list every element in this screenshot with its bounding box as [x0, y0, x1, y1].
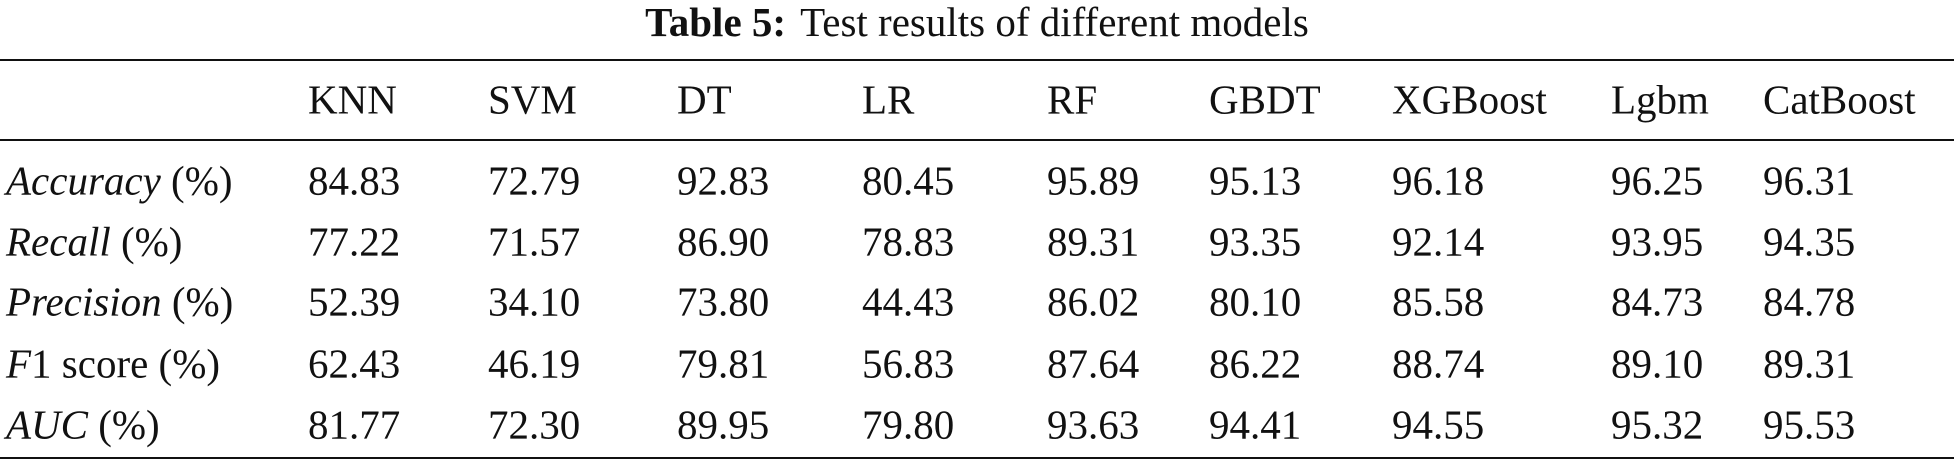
column-header: CatBoost — [1763, 76, 1916, 123]
row-label-italic: Precision — [6, 278, 162, 325]
cell: 84.78 — [1763, 278, 1856, 325]
row-label-italic: F — [6, 340, 32, 387]
cell: 80.10 — [1209, 278, 1302, 325]
row-label: Precision (%) — [6, 278, 234, 325]
row-label-rest: (%) — [160, 157, 233, 204]
cell: 96.18 — [1392, 157, 1485, 204]
cell: 79.80 — [862, 401, 955, 448]
bottom-rule — [0, 457, 1954, 459]
cell: 86.90 — [677, 218, 770, 265]
cell: 77.22 — [308, 218, 401, 265]
row-label: AUC (%) — [6, 401, 160, 448]
cell: 96.25 — [1611, 157, 1704, 204]
cell: 86.22 — [1209, 340, 1302, 387]
column-header: GBDT — [1209, 76, 1321, 123]
mid-rule — [0, 139, 1954, 141]
column-header: Lgbm — [1611, 76, 1709, 123]
column-header: SVM — [488, 76, 577, 123]
cell: 81.77 — [308, 401, 401, 448]
cell: 73.80 — [677, 278, 770, 325]
cell: 95.53 — [1763, 401, 1856, 448]
cell: 56.83 — [862, 340, 955, 387]
cell: 86.02 — [1047, 278, 1140, 325]
cell: 95.89 — [1047, 157, 1140, 204]
cell: 94.35 — [1763, 218, 1856, 265]
cell: 93.63 — [1047, 401, 1140, 448]
cell: 92.14 — [1392, 218, 1485, 265]
cell: 78.83 — [862, 218, 955, 265]
column-header: KNN — [308, 76, 397, 123]
row-label-rest: (%) — [161, 278, 234, 325]
cell: 62.43 — [308, 340, 401, 387]
cell: 93.35 — [1209, 218, 1302, 265]
row-label-italic: Recall — [6, 218, 111, 265]
cell: 95.32 — [1611, 401, 1704, 448]
cell: 89.31 — [1047, 218, 1140, 265]
top-rule — [0, 59, 1954, 61]
caption: Table 5: Test results of different models — [0, 2, 1954, 43]
cell: 94.55 — [1392, 401, 1485, 448]
cell: 52.39 — [308, 278, 401, 325]
column-header: RF — [1047, 76, 1098, 123]
cell: 89.31 — [1763, 340, 1856, 387]
cell: 87.64 — [1047, 340, 1140, 387]
cell: 79.81 — [677, 340, 770, 387]
cell: 92.83 — [677, 157, 770, 204]
row-label-rest: (%) — [88, 401, 160, 448]
column-header: DT — [677, 76, 732, 123]
cell: 95.13 — [1209, 157, 1302, 204]
caption-title: Test results of different models — [800, 0, 1309, 45]
cell: 93.95 — [1611, 218, 1704, 265]
cell: 71.57 — [488, 218, 581, 265]
cell: 85.58 — [1392, 278, 1485, 325]
cell: 84.73 — [1611, 278, 1704, 325]
column-header: LR — [862, 76, 915, 123]
row-label-italic: AUC — [6, 401, 88, 448]
row-label: Accuracy (%) — [6, 157, 233, 204]
cell: 34.10 — [488, 278, 581, 325]
cell: 89.95 — [677, 401, 770, 448]
cell: 72.79 — [488, 157, 581, 204]
cell: 88.74 — [1392, 340, 1485, 387]
cell: 72.30 — [488, 401, 581, 448]
cell: 46.19 — [488, 340, 581, 387]
caption-label: Table 5: — [645, 0, 787, 45]
cell: 89.10 — [1611, 340, 1704, 387]
cell: 94.41 — [1209, 401, 1302, 448]
row-label-rest: 1 score (%) — [31, 340, 221, 387]
cell: 96.31 — [1763, 157, 1856, 204]
cell: 84.83 — [308, 157, 401, 204]
column-header: XGBoost — [1392, 76, 1547, 123]
row-label: F1 score (%) — [6, 340, 221, 387]
row-label-italic: Accuracy — [6, 157, 161, 204]
cell: 80.45 — [862, 157, 955, 204]
cell: 44.43 — [862, 278, 955, 325]
row-label: Recall (%) — [6, 218, 183, 265]
row-label-rest: (%) — [110, 218, 183, 265]
